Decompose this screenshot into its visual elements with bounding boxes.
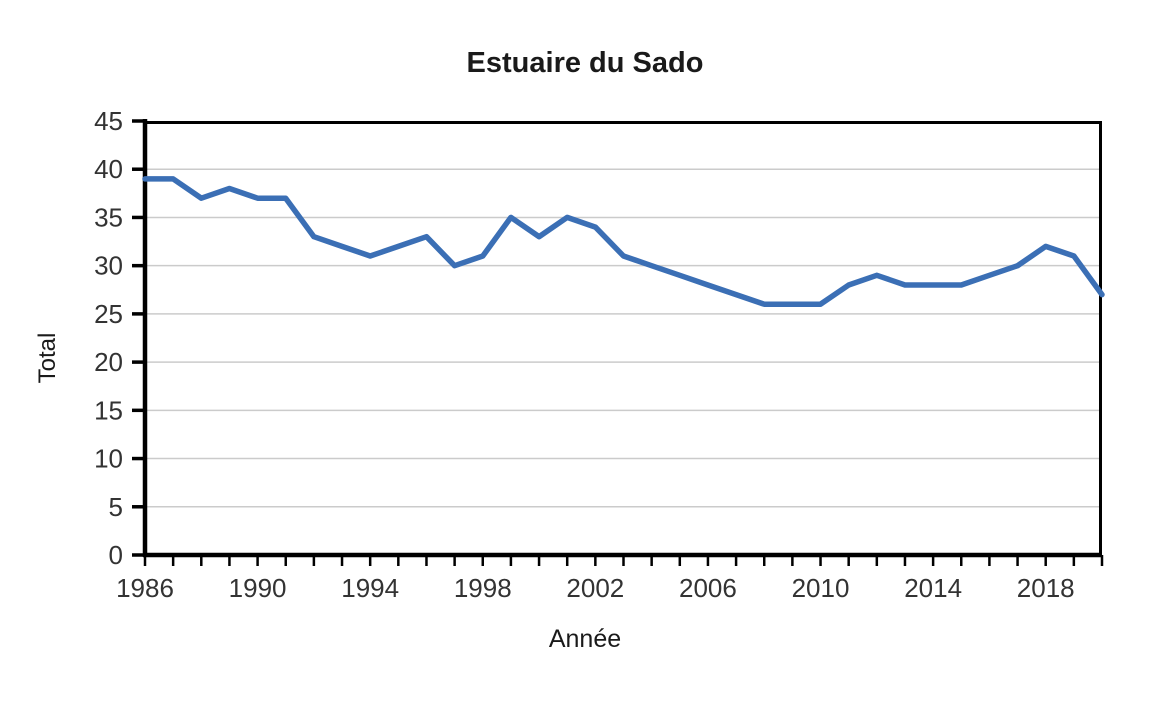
x-tick-label: 2014 [904,573,962,603]
x-tick-label: 2002 [566,573,624,603]
x-tick-label: 2018 [1017,573,1075,603]
x-tick-label: 1986 [116,573,174,603]
x-tick-label: 2006 [679,573,737,603]
y-tick-label: 5 [109,492,123,522]
y-tick-label: 10 [94,444,123,474]
x-tick-label: 2010 [792,573,850,603]
chart-title: Estuaire du Sado [466,47,704,79]
y-tick-label: 0 [109,540,123,570]
y-tick-label: 30 [94,251,123,281]
data-series-line [142,176,1105,307]
x-tick-label: 1990 [229,573,287,603]
y-tick-label: 45 [94,106,123,136]
y-tick-label: 20 [94,347,123,377]
y-tick-label: 15 [94,395,123,425]
x-tick-label: 1998 [454,573,512,603]
y-tick-label: 35 [94,202,123,232]
y-tick-label: 25 [94,299,123,329]
x-tick-label: 1994 [341,573,399,603]
x-axis-title: Année [548,625,622,653]
y-tick-label: 40 [94,154,123,184]
